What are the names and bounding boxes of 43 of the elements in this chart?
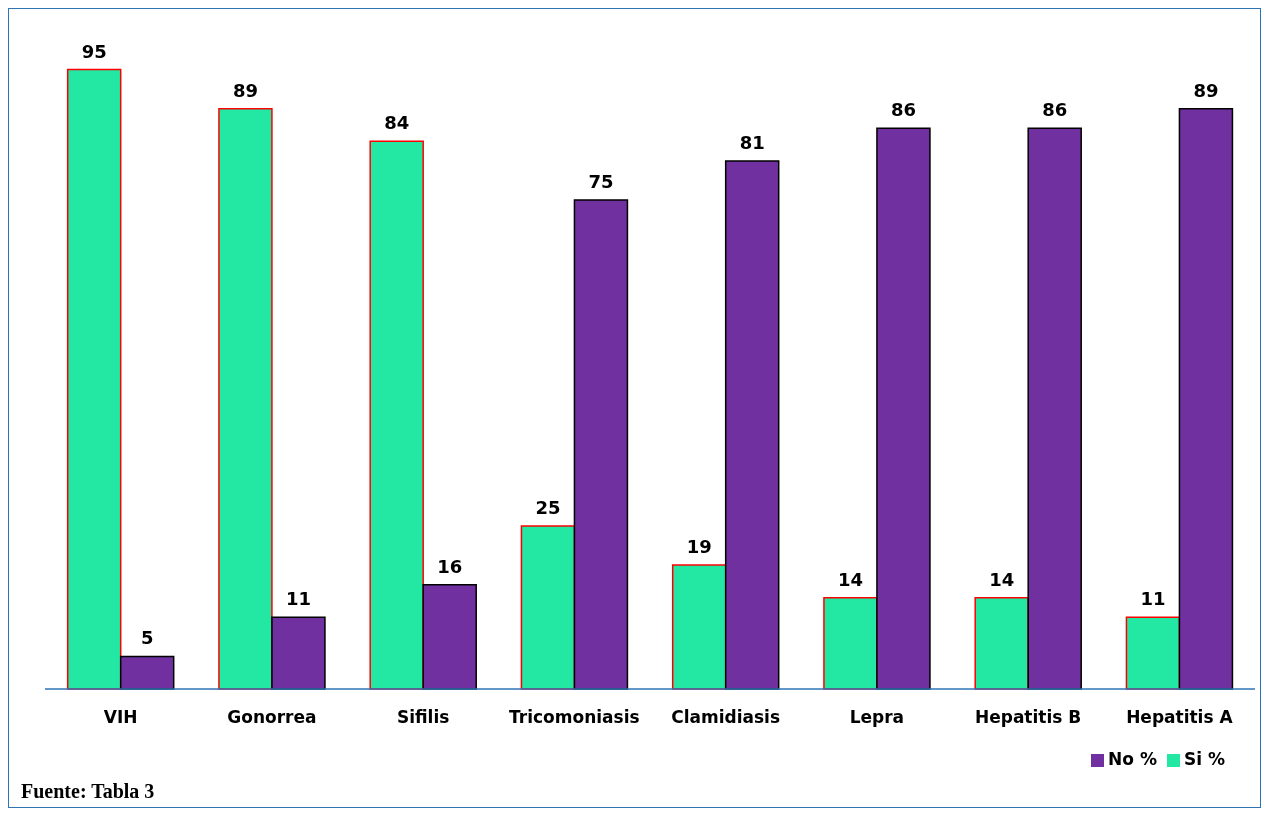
data-label: 84 bbox=[384, 112, 410, 134]
data-label: 86 bbox=[1042, 99, 1068, 121]
data-label: 95 bbox=[81, 40, 107, 62]
bar bbox=[218, 107, 273, 690]
source-note: Fuente: Tabla 3 bbox=[21, 780, 155, 803]
x-tick-label: Gonorrea bbox=[227, 707, 317, 728]
legend-label: No % bbox=[1108, 749, 1157, 769]
data-label: 16 bbox=[437, 555, 463, 577]
bar bbox=[520, 525, 576, 690]
bar bbox=[271, 616, 326, 690]
x-tick-label: Hepatitis A bbox=[1126, 707, 1234, 728]
bar bbox=[573, 199, 629, 690]
bar bbox=[1125, 616, 1181, 690]
data-label: 11 bbox=[285, 588, 311, 610]
data-label: 11 bbox=[1140, 588, 1166, 610]
data-label: 81 bbox=[739, 131, 765, 153]
data-label: 5 bbox=[140, 627, 154, 649]
bar bbox=[671, 564, 727, 690]
bar bbox=[369, 140, 424, 690]
x-tick-label: VIH bbox=[103, 707, 138, 728]
bar bbox=[119, 655, 175, 690]
legend-label: Si % bbox=[1183, 749, 1225, 769]
data-label: 19 bbox=[686, 536, 712, 558]
data-label: 89 bbox=[232, 79, 258, 101]
data-label: 14 bbox=[989, 568, 1015, 590]
x-tick-label: Sifilis bbox=[396, 707, 450, 728]
x-tick-label: Lepra bbox=[849, 707, 905, 728]
bar bbox=[422, 583, 477, 690]
bar bbox=[1027, 127, 1082, 690]
bar bbox=[724, 160, 780, 690]
data-label: 25 bbox=[535, 497, 561, 518]
data-label: 86 bbox=[890, 99, 916, 121]
x-tick-label: Tricomoniasis bbox=[509, 707, 640, 728]
x-tick-label: Hepatitis B bbox=[974, 707, 1082, 728]
bar bbox=[876, 127, 931, 690]
bar bbox=[66, 68, 122, 690]
data-label: 14 bbox=[837, 568, 863, 590]
data-label: 75 bbox=[588, 171, 614, 192]
x-tick-label: Clamidiasis bbox=[671, 707, 781, 728]
bar bbox=[823, 596, 878, 690]
data-label: 89 bbox=[1193, 79, 1219, 101]
bar bbox=[974, 596, 1029, 690]
bar bbox=[1178, 107, 1234, 690]
